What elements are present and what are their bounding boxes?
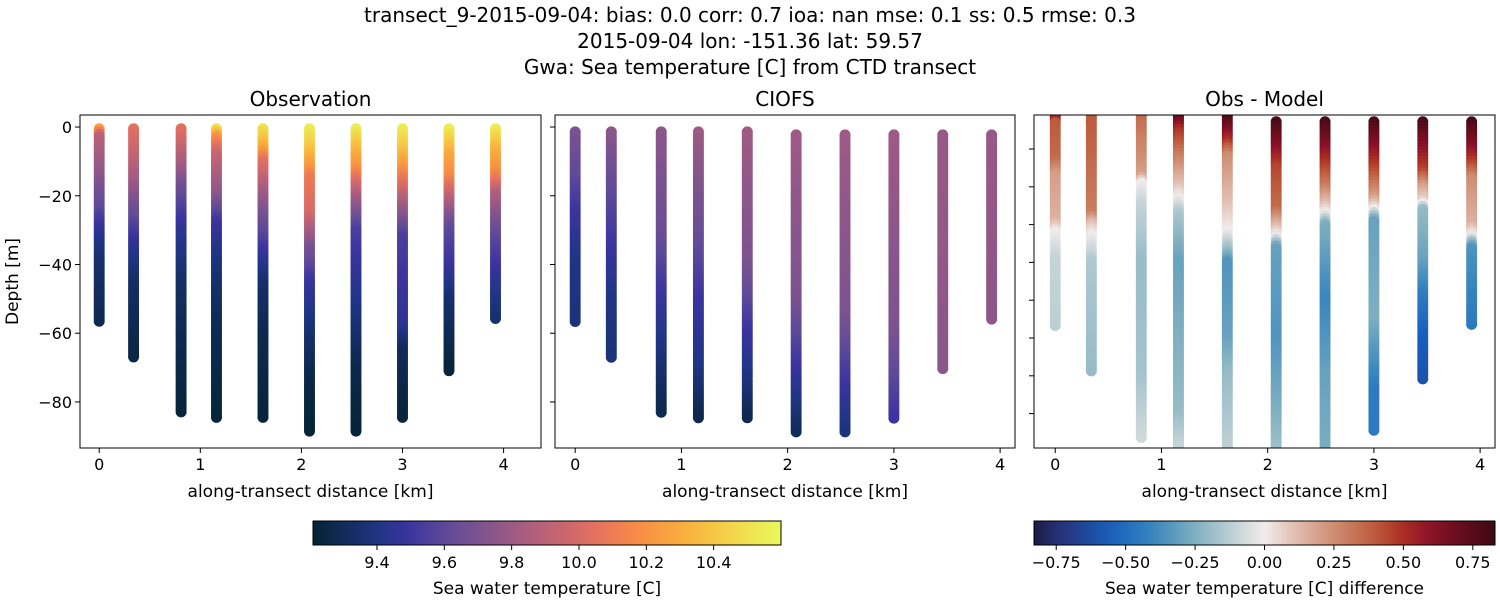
data-point [1320,445,1330,448]
data-point [888,412,900,424]
colorbar-tick-label: 10.4 [696,553,732,572]
colorbar-label: Sea water temperature [C] difference [1105,579,1424,599]
x-tick-label: 2 [296,455,306,474]
data-point [1466,318,1478,330]
data-point [1271,445,1281,448]
colorbar-1: 9.4 9.6 9.8 10.0 10.2 10.4 Sea water temperatu… [312,520,782,599]
figure-title-line-1: transect_9-2015-09-04: bias: 0.0 corr: 0… [364,3,1136,27]
x-tick-label: 0 [570,455,580,474]
data-point [1368,424,1380,436]
data-point [986,313,998,325]
data-point [490,312,502,324]
y-tick-label: 0 [62,118,72,137]
data-point [1320,455,1331,466]
data-point [839,426,851,438]
data-point [569,316,581,328]
data-point [1417,373,1429,385]
panel-title: Observation [250,87,372,111]
y-tick-label: −40 [38,255,72,274]
panel-title: Obs - Model [1205,87,1324,111]
axes-frame [79,114,542,449]
x-tick-label: 0 [94,455,104,474]
data-point [1320,461,1331,472]
data-point [1085,365,1097,377]
colorbar-tick-label: 9.4 [364,553,389,572]
colorbar-tick-label: −0.25 [1171,553,1220,572]
x-tick-label: 1 [195,455,205,474]
data-point [396,411,408,423]
y-tick-label: −60 [38,324,72,343]
x-tick-label: 2 [783,455,793,474]
data-point [1135,431,1147,443]
colorbar-tick-label: 10.2 [629,553,665,572]
data-point [605,351,617,363]
data-point [1320,458,1331,469]
colorbar-tick-label: 0.50 [1386,553,1422,572]
data-point [1221,440,1233,448]
x-tick-label: 3 [889,455,899,474]
scatter-points [93,123,502,437]
data-point [1049,320,1061,332]
panel-title: CIOFS [755,87,814,111]
x-axis-label: along-transect distance [km] [662,482,908,502]
panel-3: Obs - Model 0 1 2 3 4 along-transect distance … [1029,87,1496,502]
x-tick-label: 3 [1369,455,1379,474]
data-point [443,365,455,377]
colorbar-label: Sea water temperature [C] [433,579,661,599]
y-tick-label: −20 [38,187,72,206]
data-point [303,425,315,437]
data-point [1320,464,1331,475]
data-point [692,412,704,424]
data-point [350,425,362,437]
colorbar-tick-label: 0.25 [1316,553,1352,572]
data-point [741,412,753,424]
colorbar-gradient [312,520,782,546]
data-point [937,363,949,375]
x-tick-label: 1 [676,455,686,474]
data-point [175,406,187,418]
x-tick-label: 0 [1050,455,1060,474]
data-point [1172,440,1184,448]
figure-title-line-3: Gwa: Sea temperature [C] from CTD transe… [524,55,976,79]
colorbar-2: −0.75 −0.50 −0.25 0.00 0.25 0.50 0.75 Sea water… [1032,520,1496,599]
x-axis-label: along-transect distance [km] [188,482,434,502]
x-tick-label: 1 [1156,455,1166,474]
colorbar-tick-label: 9.8 [499,553,524,572]
panel-2: CIOFS 0 1 2 3 4 along-transect distance [km] [550,87,1016,502]
colorbar-tick-label: −0.75 [1032,553,1081,572]
scatter-points [569,126,998,438]
axes-frame [1033,114,1496,449]
data-point [93,315,105,327]
y-axis-label: Depth [m] [3,238,23,325]
x-axis-label: along-transect distance [km] [1142,482,1388,502]
x-tick-label: 3 [397,455,407,474]
scatter-points [1049,115,1478,475]
data-point [257,411,269,423]
colorbar-tick-label: 9.6 [432,553,457,572]
data-point [1320,452,1331,463]
colorbar-tick-label: 10.0 [561,553,597,572]
data-point [128,351,140,363]
colorbar-tick-label: −0.50 [1101,553,1150,572]
y-tick-label: −80 [38,393,72,412]
data-point [210,411,222,423]
data-point [655,406,667,418]
x-tick-label: 4 [1475,455,1485,474]
data-point [790,426,802,438]
data-point [1320,449,1331,460]
x-tick-label: 2 [1263,455,1273,474]
colorbar-tick-label: 0.75 [1455,553,1491,572]
axes-frame [554,114,1016,449]
colorbar-gradient [1033,520,1496,546]
x-tick-label: 4 [499,455,509,474]
figure-title-line-2: 2015-09-04 lon: -151.36 lat: 59.57 [577,29,923,53]
panel-1: Observation 0 1 2 3 4 0 −20 −40 −60 −80 along-trans… [3,87,542,502]
colorbar-tick-label: 0.00 [1247,553,1283,572]
x-tick-label: 4 [995,455,1005,474]
